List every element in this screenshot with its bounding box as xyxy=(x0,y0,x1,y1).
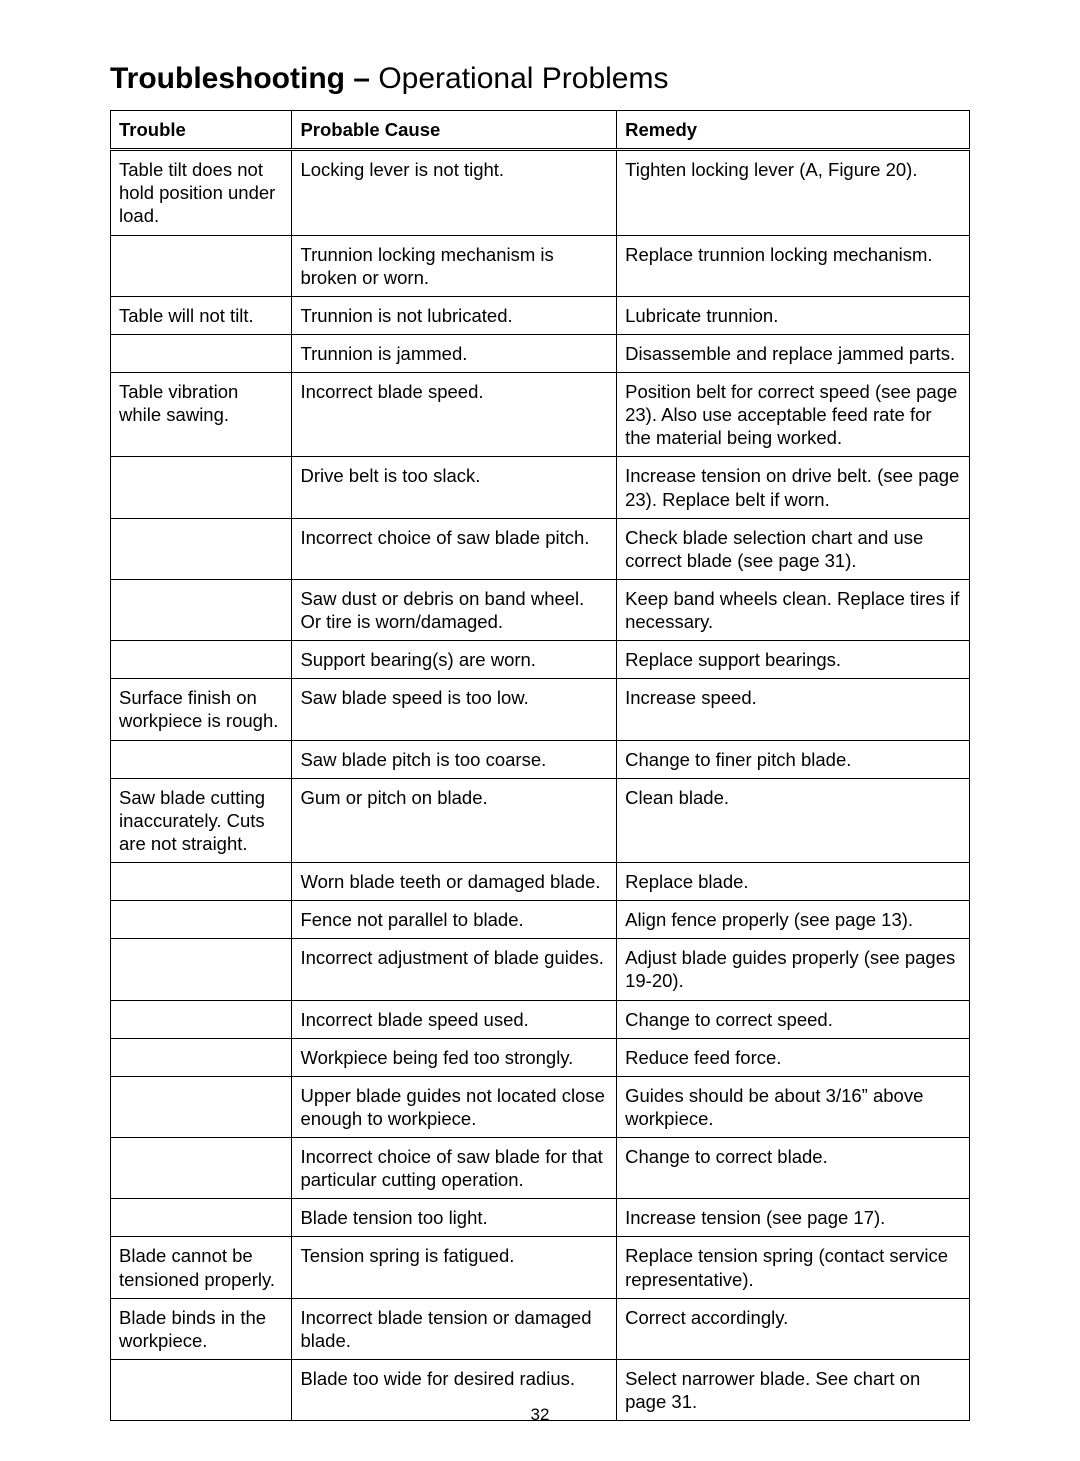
troubleshooting-table: Trouble Probable Cause Remedy Table tilt… xyxy=(110,110,970,1421)
cell-trouble xyxy=(111,641,292,679)
cell-trouble xyxy=(111,334,292,372)
table-row: Table vibration while sawing.Incorrect b… xyxy=(111,373,970,457)
table-row: Worn blade teeth or damaged blade.Replac… xyxy=(111,863,970,901)
cell-trouble xyxy=(111,1000,292,1038)
cell-remedy: Guides should be about 3/16” above workp… xyxy=(617,1076,970,1137)
cell-remedy: Change to correct speed. xyxy=(617,1000,970,1038)
table-row: Saw blade cutting inaccurately. Cuts are… xyxy=(111,778,970,862)
cell-trouble xyxy=(111,863,292,901)
table-row: Incorrect choice of saw blade pitch.Chec… xyxy=(111,518,970,579)
cell-remedy: Replace support bearings. xyxy=(617,641,970,679)
cell-remedy: Check blade selection chart and use corr… xyxy=(617,518,970,579)
cell-cause: Incorrect blade tension or damaged blade… xyxy=(292,1298,617,1359)
cell-remedy: Lubricate trunnion. xyxy=(617,296,970,334)
cell-remedy: Position belt for correct speed (see pag… xyxy=(617,373,970,457)
table-row: Trunnion locking mechanism is broken or … xyxy=(111,235,970,296)
header-cause: Probable Cause xyxy=(292,111,617,150)
cell-trouble xyxy=(111,1138,292,1199)
cell-remedy: Change to finer pitch blade. xyxy=(617,740,970,778)
cell-cause: Saw blade pitch is too coarse. xyxy=(292,740,617,778)
title-rest: Operational Problems xyxy=(370,62,668,95)
table-row: Incorrect blade speed used.Change to cor… xyxy=(111,1000,970,1038)
cell-remedy: Replace blade. xyxy=(617,863,970,901)
cell-remedy: Replace tension spring (contact service … xyxy=(617,1237,970,1298)
cell-trouble: Saw blade cutting inaccurately. Cuts are… xyxy=(111,778,292,862)
cell-cause: Worn blade teeth or damaged blade. xyxy=(292,863,617,901)
table-row: Upper blade guides not located close eno… xyxy=(111,1076,970,1137)
cell-cause: Fence not parallel to blade. xyxy=(292,901,617,939)
table-row: Saw blade pitch is too coarse.Change to … xyxy=(111,740,970,778)
cell-remedy: Correct accordingly. xyxy=(617,1298,970,1359)
cell-cause: Incorrect adjustment of blade guides. xyxy=(292,939,617,1000)
cell-remedy: Keep band wheels clean. Replace tires if… xyxy=(617,579,970,640)
cell-cause: Tension spring is fatigued. xyxy=(292,1237,617,1298)
cell-cause: Incorrect choice of saw blade pitch. xyxy=(292,518,617,579)
cell-trouble xyxy=(111,457,292,518)
table-row: Trunnion is jammed.Disassemble and repla… xyxy=(111,334,970,372)
table-row: Surface finish on workpiece is rough.Saw… xyxy=(111,679,970,740)
cell-cause: Trunnion is jammed. xyxy=(292,334,617,372)
cell-cause: Saw blade speed is too low. xyxy=(292,679,617,740)
cell-remedy: Clean blade. xyxy=(617,778,970,862)
cell-remedy: Tighten locking lever (A, Figure 20). xyxy=(617,150,970,235)
page-number: 32 xyxy=(0,1405,1080,1425)
cell-trouble: Table will not tilt. xyxy=(111,296,292,334)
cell-cause: Blade tension too light. xyxy=(292,1199,617,1237)
cell-cause: Incorrect choice of saw blade for that p… xyxy=(292,1138,617,1199)
cell-trouble xyxy=(111,1076,292,1137)
cell-remedy: Disassemble and replace jammed parts. xyxy=(617,334,970,372)
cell-cause: Trunnion is not lubricated. xyxy=(292,296,617,334)
cell-remedy: Reduce feed force. xyxy=(617,1038,970,1076)
table-row: Table will not tilt.Trunnion is not lubr… xyxy=(111,296,970,334)
cell-cause: Incorrect blade speed. xyxy=(292,373,617,457)
cell-trouble: Surface finish on workpiece is rough. xyxy=(111,679,292,740)
cell-trouble: Table tilt does not hold position under … xyxy=(111,150,292,235)
table-row: Blade cannot be tensioned properly.Tensi… xyxy=(111,1237,970,1298)
cell-cause: Saw dust or debris on band wheel. Or tir… xyxy=(292,579,617,640)
cell-cause: Upper blade guides not located close eno… xyxy=(292,1076,617,1137)
table-row: Blade tension too light.Increase tension… xyxy=(111,1199,970,1237)
cell-trouble xyxy=(111,518,292,579)
title-bold: Troubleshooting – xyxy=(110,62,370,95)
table-row: Blade binds in the workpiece.Incorrect b… xyxy=(111,1298,970,1359)
cell-remedy: Increase tension on drive belt. (see pag… xyxy=(617,457,970,518)
page: Troubleshooting – Operational Problems T… xyxy=(0,0,1080,1461)
cell-remedy: Increase speed. xyxy=(617,679,970,740)
cell-remedy: Change to correct blade. xyxy=(617,1138,970,1199)
table-row: Fence not parallel to blade.Align fence … xyxy=(111,901,970,939)
cell-remedy: Adjust blade guides properly (see pages … xyxy=(617,939,970,1000)
table-row: Table tilt does not hold position under … xyxy=(111,150,970,235)
cell-cause: Drive belt is too slack. xyxy=(292,457,617,518)
cell-cause: Incorrect blade speed used. xyxy=(292,1000,617,1038)
cell-trouble xyxy=(111,901,292,939)
table-row: Drive belt is too slack.Increase tension… xyxy=(111,457,970,518)
cell-cause: Gum or pitch on blade. xyxy=(292,778,617,862)
table-row: Saw dust or debris on band wheel. Or tir… xyxy=(111,579,970,640)
cell-trouble xyxy=(111,1038,292,1076)
cell-trouble xyxy=(111,579,292,640)
header-remedy: Remedy xyxy=(617,111,970,150)
cell-remedy: Replace trunnion locking mechanism. xyxy=(617,235,970,296)
table-row: Incorrect adjustment of blade guides.Adj… xyxy=(111,939,970,1000)
cell-trouble xyxy=(111,740,292,778)
cell-trouble xyxy=(111,235,292,296)
table-row: Incorrect choice of saw blade for that p… xyxy=(111,1138,970,1199)
table-row: Support bearing(s) are worn.Replace supp… xyxy=(111,641,970,679)
cell-trouble xyxy=(111,939,292,1000)
cell-remedy: Align fence properly (see page 13). xyxy=(617,901,970,939)
cell-cause: Locking lever is not tight. xyxy=(292,150,617,235)
cell-trouble xyxy=(111,1199,292,1237)
cell-trouble: Blade cannot be tensioned properly. xyxy=(111,1237,292,1298)
cell-trouble: Blade binds in the workpiece. xyxy=(111,1298,292,1359)
cell-trouble: Table vibration while sawing. xyxy=(111,373,292,457)
header-trouble: Trouble xyxy=(111,111,292,150)
cell-remedy: Increase tension (see page 17). xyxy=(617,1199,970,1237)
cell-cause: Support bearing(s) are worn. xyxy=(292,641,617,679)
page-title: Troubleshooting – Operational Problems xyxy=(110,62,970,96)
cell-cause: Workpiece being fed too strongly. xyxy=(292,1038,617,1076)
table-header-row: Trouble Probable Cause Remedy xyxy=(111,111,970,150)
table-row: Workpiece being fed too strongly.Reduce … xyxy=(111,1038,970,1076)
cell-cause: Trunnion locking mechanism is broken or … xyxy=(292,235,617,296)
